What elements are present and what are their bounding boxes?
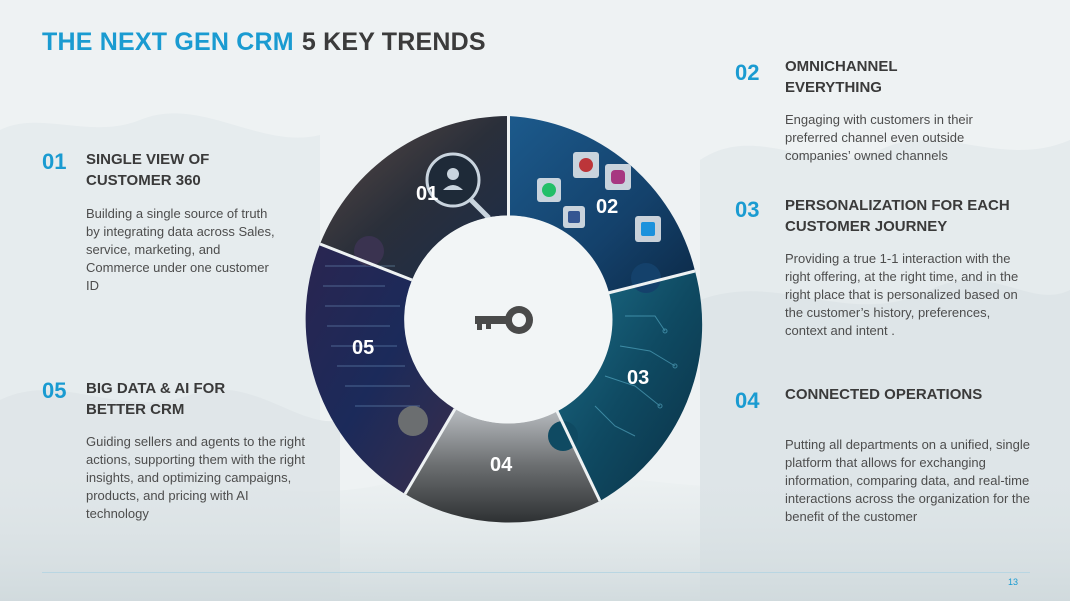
page-number: 13 [1008,577,1019,587]
trend-description: Guiding sellers and agents to the right … [86,434,305,521]
magnifier-icon [425,152,491,220]
trend-description: Engaging with customers in their preferr… [785,112,973,163]
segment-label-05: 05 [352,337,374,359]
trend-description: Building a single source of truth by int… [86,206,275,293]
trend-number: 02 [735,60,760,85]
puzzle-ring-graphic: 01 02 03 04 05 [305,116,703,523]
social-cubes [537,152,661,242]
segment-label-01: 01 [416,183,438,205]
trend-number: 05 [42,378,67,403]
trend-heading: BIG DATA & AI FOR BETTER CRM [86,380,226,418]
trend-heading: OMNICHANNEL EVERYTHING [785,58,898,96]
puzzle-knob [548,421,578,451]
segment-03 [557,271,703,501]
trend-number: 01 [42,149,67,174]
title-accent: THE NEXT GEN CRM [42,28,294,56]
trend-description: Providing a true 1-1 interaction with th… [785,251,1019,338]
segment-label-02: 02 [596,196,618,218]
trend-heading: PERSONALIZATION FOR EACH CUSTOMER JOURNE… [785,197,1010,235]
puzzle-knob [354,236,384,266]
puzzle-knob [631,263,661,293]
trend-heading: SINGLE VIEW OF CUSTOMER 360 [86,151,210,189]
segment-02 [508,116,695,293]
title-rest: 5 KEY TRENDS [301,28,486,56]
key-icon [475,306,533,334]
segment-label-04: 04 [490,454,513,476]
footer-divider [42,572,1030,573]
segment-label-03: 03 [627,367,649,389]
page-title: THE NEXT GEN CRM 5 KEY TRENDS [42,28,486,57]
trend-description: Putting all departments on a unified, si… [785,437,1030,524]
trend-number: 04 [735,388,760,413]
trend-number: 03 [735,197,760,222]
trend-heading: CONNECTED OPERATIONS [785,386,983,403]
puzzle-knob [398,406,428,436]
